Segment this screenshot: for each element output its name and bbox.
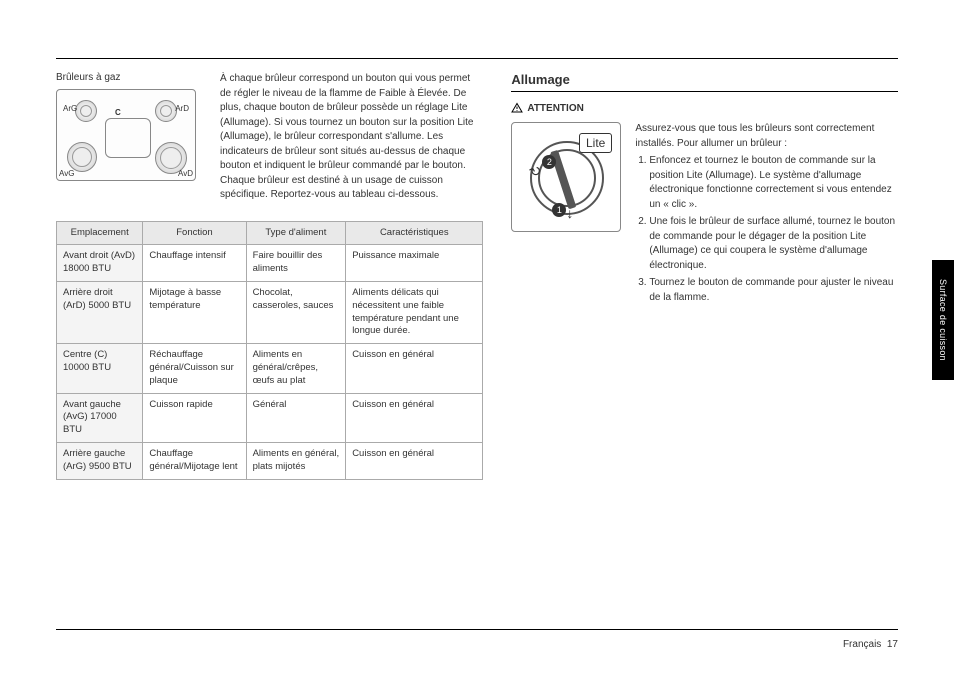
table-row: Arrière gauche (ArG) 9500 BTU Chauffage … — [57, 443, 483, 480]
label-arg: ArG — [63, 104, 77, 113]
center-plate-icon — [105, 118, 151, 158]
th-loc: Emplacement — [57, 221, 143, 245]
cell-func: Réchauffage général/Cuisson sur plaque — [143, 344, 246, 393]
arrow-down-icon: ↓ — [566, 205, 573, 221]
cell-feat: Puissance maximale — [346, 245, 483, 282]
burner-ard-icon — [155, 100, 177, 122]
cell-loc: Avant gauche (AvG) 17000 BTU — [57, 393, 143, 442]
warning-icon — [511, 102, 523, 114]
cell-loc: Avant droit (AvD) 18000 BTU — [57, 245, 143, 282]
bottom-rule — [56, 629, 898, 630]
cell-feat: Aliments délicats qui nécessitent une fa… — [346, 281, 483, 343]
side-tab: Surface de cuisson — [932, 260, 954, 380]
cell-func: Chauffage général/Mijotage lent — [143, 443, 246, 480]
page-content: Brûleurs à gaz ArG ArD AvG AvD C À chaqu… — [0, 0, 954, 510]
cooktop-diagram: ArG ArD AvG AvD C — [56, 89, 196, 181]
th-feat: Caractéristiques — [346, 221, 483, 245]
label-avd: AvD — [178, 169, 193, 178]
th-food: Type d'aliment — [246, 221, 346, 245]
left-top-row: Brûleurs à gaz ArG ArD AvG AvD C À chaqu… — [56, 72, 483, 203]
cell-func: Cuisson rapide — [143, 393, 246, 442]
cell-food: Aliments en général, plats mijotés — [246, 443, 346, 480]
page-footer: Français 17 — [843, 639, 898, 650]
diagram-title: Brûleurs à gaz — [56, 72, 206, 83]
th-func: Fonction — [143, 221, 246, 245]
top-rule — [56, 58, 898, 59]
attention-label: ATTENTION — [527, 103, 583, 114]
knob-diagram: Lite 1 2 ↓ ↻ — [511, 122, 621, 232]
section-title: Allumage — [511, 72, 898, 92]
step-1: Enfoncez et tournez le bouton de command… — [649, 154, 898, 212]
intro-text: À chaque brûleur correspond un bouton qu… — [220, 72, 483, 203]
cell-func: Mijotage à basse température — [143, 281, 246, 343]
cell-loc: Centre (C) 10000 BTU — [57, 344, 143, 393]
label-avg: AvG — [59, 169, 74, 178]
cell-food: Chocolat, casseroles, sauces — [246, 281, 346, 343]
left-column: Brûleurs à gaz ArG ArD AvG AvD C À chaqu… — [56, 48, 483, 480]
footer-page: 17 — [887, 639, 898, 650]
cell-loc: Arrière gauche (ArG) 9500 BTU — [57, 443, 143, 480]
table-row: Centre (C) 10000 BTU Réchauffage général… — [57, 344, 483, 393]
burner-arg-icon — [75, 100, 97, 122]
cell-loc: Arrière droit (ArD) 5000 BTU — [57, 281, 143, 343]
table-row: Avant droit (AvD) 18000 BTU Chauffage in… — [57, 245, 483, 282]
table-row: Arrière droit (ArD) 5000 BTU Mijotage à … — [57, 281, 483, 343]
cooktop-diagram-block: Brûleurs à gaz ArG ArD AvG AvD C — [56, 72, 206, 203]
cell-func: Chauffage intensif — [143, 245, 246, 282]
footer-lang: Français — [843, 639, 881, 650]
burner-spec-table: Emplacement Fonction Type d'aliment Cara… — [56, 221, 483, 480]
cell-feat: Cuisson en général — [346, 344, 483, 393]
right-column: Allumage ATTENTION Lite 1 2 ↓ ↻ Assurez-… — [511, 48, 898, 480]
cell-feat: Cuisson en général — [346, 443, 483, 480]
cell-food: Général — [246, 393, 346, 442]
burner-avg-icon — [67, 142, 97, 172]
instructions-intro: Assurez-vous que tous les brûleurs sont … — [635, 122, 898, 151]
step-3: Tournez le bouton de commande pour ajust… — [649, 276, 898, 305]
right-body: Lite 1 2 ↓ ↻ Assurez-vous que tous les b… — [511, 122, 898, 308]
label-c: C — [115, 108, 121, 117]
lite-label: Lite — [579, 133, 612, 153]
instructions: Assurez-vous que tous les brûleurs sont … — [635, 122, 898, 308]
cell-feat: Cuisson en général — [346, 393, 483, 442]
cell-food: Aliments en général/crêpes, œufs au plat — [246, 344, 346, 393]
step-2: Une fois le brûleur de surface allumé, t… — [649, 215, 898, 273]
attention-heading: ATTENTION — [511, 102, 898, 114]
label-ard: ArD — [175, 104, 189, 113]
instructions-list: Enfoncez et tournez le bouton de command… — [649, 154, 898, 305]
table-row: Avant gauche (AvG) 17000 BTU Cuisson rap… — [57, 393, 483, 442]
table-header-row: Emplacement Fonction Type d'aliment Cara… — [57, 221, 483, 245]
cell-food: Faire bouillir des aliments — [246, 245, 346, 282]
